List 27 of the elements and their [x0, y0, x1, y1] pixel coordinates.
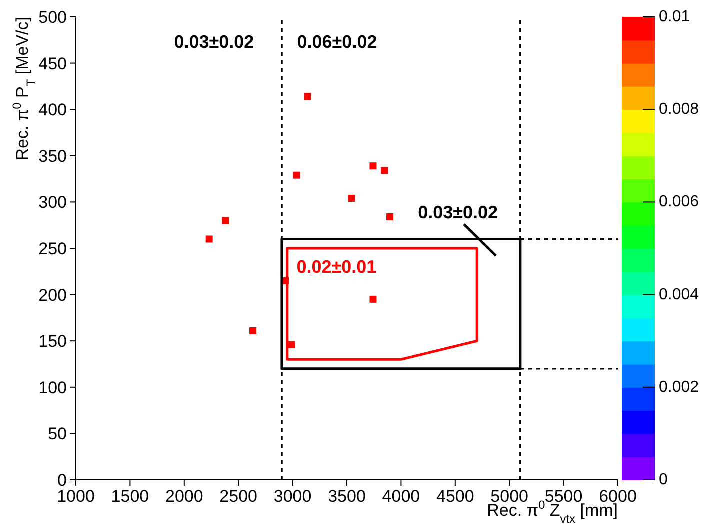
x-tick-label: 3000 — [274, 487, 312, 506]
y-tick-label: 100 — [38, 378, 67, 398]
x-tick-label: 4500 — [436, 487, 474, 506]
color-bar-label: 0.006 — [659, 194, 700, 211]
color-bar-label: 0 — [659, 472, 668, 488]
y-tick-label: 350 — [38, 146, 67, 166]
color-bar-label: 0.004 — [659, 286, 700, 304]
x-tick-label: 1500 — [111, 487, 150, 506]
x-tick-label: 4000 — [382, 487, 420, 506]
y-tick-label: 500 — [38, 8, 67, 28]
x-tick-label: 3500 — [328, 487, 366, 506]
x-tick-label: 2500 — [220, 487, 258, 506]
y-tick-label: 400 — [38, 100, 67, 120]
annotation: 0.03±0.02 — [174, 32, 254, 52]
color-bar-label: 0.008 — [659, 101, 700, 118]
color-bar-label: 0.01 — [659, 8, 690, 26]
y-tick-label: 50 — [48, 424, 67, 444]
y-tick-label: 250 — [38, 240, 67, 259]
y-tick-label: 450 — [38, 54, 67, 74]
y-tick-label: 300 — [38, 193, 67, 212]
color-bar-label: 0.002 — [659, 378, 700, 396]
y-tick-label: 200 — [38, 286, 67, 305]
y-tick-label: 150 — [38, 332, 67, 352]
annotation: 0.02±0.01 — [296, 257, 377, 278]
x-tick-label: 2000 — [165, 487, 204, 506]
annotation: 0.06±0.02 — [297, 32, 378, 52]
annotation: 0.03±0.02 — [418, 202, 498, 222]
